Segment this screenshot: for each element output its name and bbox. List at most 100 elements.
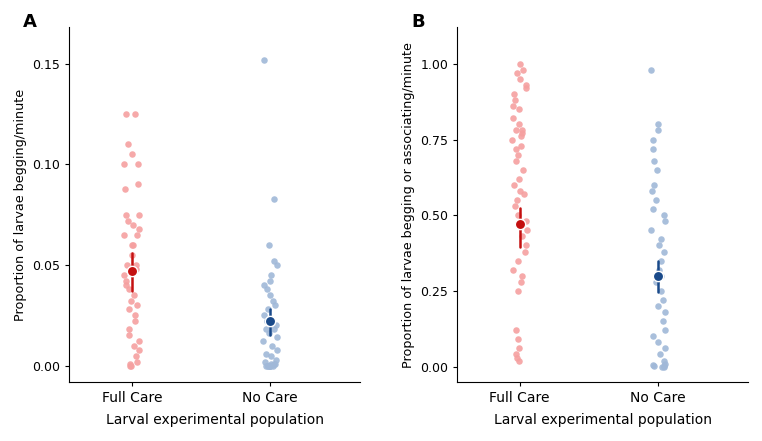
Point bbox=[645, 187, 658, 194]
Point bbox=[652, 121, 664, 128]
Point bbox=[511, 127, 523, 134]
Point bbox=[123, 306, 135, 313]
Point bbox=[130, 111, 142, 118]
Point bbox=[512, 257, 524, 264]
Point bbox=[120, 262, 133, 269]
Point bbox=[264, 330, 276, 337]
Point bbox=[659, 345, 671, 352]
Point bbox=[261, 318, 273, 325]
Point bbox=[267, 258, 280, 265]
Point bbox=[132, 161, 144, 168]
Point bbox=[657, 318, 669, 325]
Point bbox=[125, 298, 137, 305]
Point bbox=[647, 206, 659, 213]
Point bbox=[126, 241, 139, 248]
Point bbox=[508, 90, 520, 97]
Text: B: B bbox=[411, 13, 424, 31]
Point bbox=[511, 354, 523, 361]
Point bbox=[513, 345, 525, 352]
Point bbox=[262, 362, 274, 369]
Point bbox=[130, 312, 142, 319]
Point bbox=[129, 318, 141, 325]
Point bbox=[127, 342, 139, 349]
Point bbox=[513, 176, 525, 183]
Point bbox=[648, 362, 661, 369]
Point bbox=[264, 318, 277, 325]
Point bbox=[132, 181, 144, 188]
Point bbox=[257, 338, 269, 345]
Point bbox=[264, 360, 277, 367]
Point bbox=[645, 227, 657, 234]
Point bbox=[647, 362, 659, 369]
Point bbox=[260, 350, 272, 357]
Point bbox=[264, 362, 276, 369]
Point bbox=[264, 362, 276, 369]
Point bbox=[656, 363, 668, 370]
Point bbox=[508, 181, 520, 188]
Point bbox=[659, 360, 671, 367]
Point bbox=[520, 218, 533, 225]
Point bbox=[520, 82, 532, 89]
Point bbox=[119, 185, 131, 192]
Point bbox=[260, 362, 272, 369]
Point bbox=[652, 127, 664, 134]
Point bbox=[655, 272, 668, 279]
Point bbox=[517, 130, 529, 137]
Point bbox=[659, 327, 671, 334]
Point bbox=[130, 262, 142, 269]
Point bbox=[120, 211, 133, 218]
Point bbox=[267, 298, 279, 305]
Point bbox=[130, 352, 142, 359]
Point bbox=[123, 217, 135, 224]
Point bbox=[516, 272, 528, 279]
Point bbox=[507, 103, 519, 110]
Point bbox=[511, 69, 523, 76]
Point bbox=[271, 346, 283, 353]
Point bbox=[271, 356, 283, 363]
Point bbox=[123, 326, 135, 333]
Point bbox=[652, 339, 664, 346]
Y-axis label: Proportion of larvae begging or associating/minute: Proportion of larvae begging or associat… bbox=[402, 41, 415, 367]
Point bbox=[514, 142, 527, 149]
Point bbox=[507, 136, 519, 143]
Point bbox=[261, 318, 274, 325]
Point bbox=[658, 248, 671, 255]
Point bbox=[658, 357, 670, 364]
Point bbox=[133, 211, 145, 218]
Point bbox=[511, 197, 523, 204]
Point bbox=[268, 360, 280, 367]
Point bbox=[650, 278, 662, 285]
Point bbox=[510, 145, 522, 152]
Point bbox=[126, 251, 138, 258]
Point bbox=[126, 268, 138, 275]
Point bbox=[520, 242, 532, 249]
Point bbox=[261, 286, 273, 293]
Point bbox=[269, 302, 281, 309]
Point bbox=[514, 187, 527, 194]
Point bbox=[653, 266, 665, 273]
Point bbox=[260, 326, 272, 333]
Point bbox=[512, 212, 524, 219]
Point bbox=[133, 338, 145, 345]
X-axis label: Larval experimental population: Larval experimental population bbox=[106, 413, 324, 427]
Point bbox=[258, 56, 270, 63]
Text: A: A bbox=[23, 13, 37, 31]
Point bbox=[647, 333, 659, 340]
Y-axis label: Proportion of larvae begging/minute: Proportion of larvae begging/minute bbox=[14, 89, 27, 321]
Point bbox=[655, 257, 667, 264]
Point bbox=[512, 336, 524, 343]
Point bbox=[514, 75, 526, 82]
Point bbox=[655, 236, 668, 243]
Point bbox=[510, 351, 522, 358]
X-axis label: Larval experimental population: Larval experimental population bbox=[494, 413, 712, 427]
Point bbox=[266, 342, 278, 349]
Point bbox=[651, 166, 663, 173]
Point bbox=[122, 141, 134, 148]
Point bbox=[653, 242, 665, 249]
Point bbox=[514, 278, 527, 285]
Point bbox=[120, 277, 133, 284]
Point bbox=[127, 221, 139, 228]
Point bbox=[513, 357, 525, 364]
Point bbox=[118, 161, 130, 168]
Point bbox=[517, 166, 529, 173]
